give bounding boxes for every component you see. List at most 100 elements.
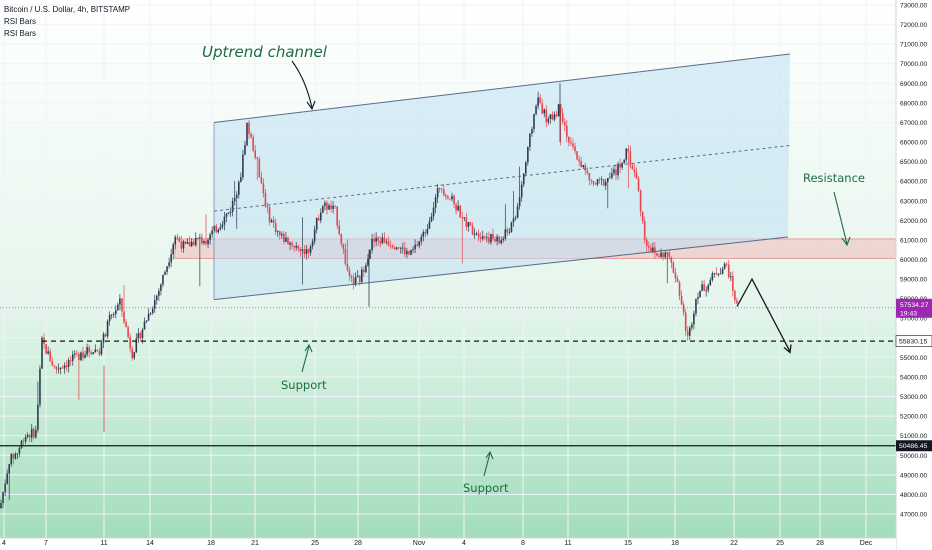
candle-up (721, 268, 724, 274)
time-tick-label: Dec (860, 540, 873, 547)
time-tick-label: 25 (776, 540, 784, 547)
candle-up (137, 333, 140, 339)
candle-down (484, 236, 486, 238)
candle-down (176, 237, 179, 238)
candle-down (49, 351, 51, 362)
candle-up (170, 254, 172, 263)
candle-down (98, 351, 101, 355)
candle-up (512, 218, 515, 223)
candle-down (559, 104, 562, 114)
price-tick-label: 48000.00 (900, 492, 927, 499)
candle-up (26, 435, 29, 437)
resistance-arrow (833, 191, 848, 245)
candle-down (424, 231, 427, 234)
candle-up (434, 197, 437, 208)
candle-up (463, 217, 466, 219)
candle-up (695, 298, 697, 314)
price-tick-label: 73000.00 (900, 3, 927, 10)
candle-up (709, 279, 712, 286)
candle-down (258, 159, 261, 178)
channel-fill (214, 53, 790, 300)
candle-down (668, 252, 671, 258)
indicator-label-2[interactable]: RSI Bars (4, 29, 37, 38)
candle-up (500, 240, 502, 244)
candle-up (422, 231, 425, 237)
candle-down (336, 206, 338, 226)
candle-down (674, 272, 677, 279)
candle-up (238, 181, 240, 195)
candle-up (705, 290, 707, 292)
candle-down (131, 348, 133, 359)
candle-up (225, 213, 228, 217)
price-tick-label: 47000.00 (900, 512, 927, 519)
candle-down (682, 304, 685, 313)
candle-up (531, 128, 533, 134)
candle-down (572, 143, 574, 147)
candle-up (467, 222, 470, 227)
candle-down (619, 163, 621, 168)
candle-up (457, 205, 459, 211)
candle-down (78, 353, 80, 361)
support-upper-arrowhead (304, 343, 313, 353)
candle-up (428, 221, 431, 229)
candle-up (623, 159, 625, 163)
time-tick-label: 11 (100, 540, 107, 547)
candle-up (322, 205, 324, 213)
candle-up (418, 241, 420, 246)
candle-up (233, 197, 236, 202)
candle-down (279, 231, 281, 236)
candle-down (22, 440, 25, 442)
candle-up (295, 245, 297, 248)
candle-up (609, 177, 611, 179)
support-upper-value: 55830.15 (899, 339, 928, 346)
candle-up (209, 234, 211, 240)
price-tick-label: 57000.00 (900, 316, 927, 323)
candle-up (707, 285, 710, 291)
candle-up (496, 236, 498, 242)
candle-down (703, 284, 705, 291)
candle-down (662, 252, 664, 258)
candle-down (260, 177, 263, 184)
candle-down (391, 245, 394, 248)
candle-down (736, 300, 738, 304)
time-tick-label: 25 (311, 540, 319, 547)
candle-down (471, 225, 474, 235)
candle-up (231, 201, 234, 212)
candle-down (262, 183, 265, 194)
candle-up (301, 249, 304, 252)
candle-up (527, 146, 529, 163)
candle-up (246, 122, 248, 146)
candle-down (192, 241, 195, 246)
candle-up (112, 314, 115, 315)
candle-up (4, 483, 6, 493)
candle-up (207, 239, 209, 245)
candle-down (477, 233, 480, 238)
candle-down (330, 205, 332, 209)
candle-up (67, 360, 70, 367)
time-tick-label: 8 (521, 540, 525, 547)
indicator-label-1[interactable]: RSI Bars (4, 17, 37, 26)
time-tick-label: 28 (354, 540, 362, 547)
candle-up (543, 109, 546, 114)
candle-up (147, 313, 150, 321)
candle-down (373, 238, 375, 242)
time-axis-bg (0, 538, 896, 550)
candle-down (639, 190, 642, 212)
candle-down (566, 125, 568, 137)
resistance-arrowhead (841, 236, 851, 247)
candle-up (354, 276, 357, 285)
candle-up (666, 252, 669, 254)
time-tick-label: 18 (671, 540, 679, 547)
candle-down (449, 198, 451, 200)
candle-down (139, 333, 142, 339)
candle-up (516, 206, 519, 218)
time-tick-label: 18 (207, 540, 215, 547)
candle-down (574, 146, 576, 152)
candle-down (445, 194, 447, 197)
candle-down (643, 221, 646, 240)
time-tick-label: 4 (462, 540, 466, 547)
uptrend-channel-label: Uptrend channel (202, 43, 328, 61)
price-tick-label: 54000.00 (900, 374, 927, 381)
